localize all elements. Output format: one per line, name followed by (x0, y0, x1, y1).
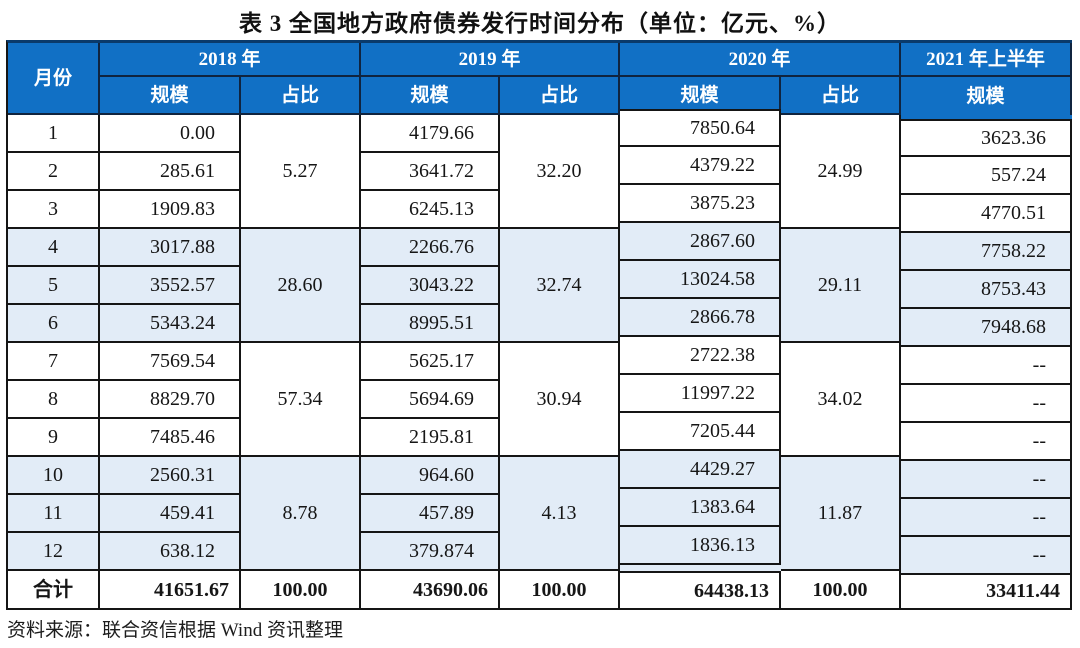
scale-2018-cell: 285.61 (100, 153, 241, 191)
share-2019-cell: 30.94 (500, 343, 620, 457)
scale-2018-cell: 0.00 (100, 115, 241, 153)
scale-2020-cell: 7850.64 (620, 109, 781, 147)
scale-2019-cell: 964.60 (361, 457, 500, 495)
scale-2019-cell: 2195.81 (361, 419, 500, 457)
share-2019-cell: 32.20 (500, 115, 620, 229)
month-column-header: 月份 (8, 43, 100, 115)
year-header-2018: 2018 年 (100, 43, 361, 77)
bond-table: 月份 2018 年 2019 年 2020 年 2021 年上半年 规模 占比 … (6, 40, 1072, 610)
scale-2019-cell: 5625.17 (361, 343, 500, 381)
month-cell: 6 (8, 305, 100, 343)
scale-2019-cell: 379.874 (361, 533, 500, 571)
scale-2020-cell: 1836.13 (620, 527, 781, 565)
scale-2021-cell: -- (901, 499, 1072, 537)
scale-2020-cell: 4429.27 (620, 451, 781, 489)
scale-2021-cell: -- (901, 347, 1072, 385)
scale-2020-cell: 2722.38 (620, 337, 781, 375)
month-cell: 2 (8, 153, 100, 191)
scale-2021-cell: -- (901, 385, 1072, 423)
scale-2020-cell: 2866.78 (620, 299, 781, 337)
sub-header-share-2020: 占比 (781, 77, 901, 115)
month-cell: 11 (8, 495, 100, 533)
scale-2021-cell: 8753.43 (901, 271, 1072, 309)
scale-2018-cell: 7485.46 (100, 419, 241, 457)
scale-2021-cell: -- (901, 423, 1072, 461)
share-2019-cell: 32.74 (500, 229, 620, 343)
total-scale-2020-cell: 64438.13 (620, 571, 781, 610)
total-share-2018-cell: 100.00 (241, 571, 361, 610)
scale-2018-cell: 5343.24 (100, 305, 241, 343)
scale-2019-cell: 2266.76 (361, 229, 500, 267)
scale-2020-cell: 4379.22 (620, 147, 781, 185)
month-cell: 1 (8, 115, 100, 153)
scale-2019-cell: 4179.66 (361, 115, 500, 153)
scale-2018-cell: 459.41 (100, 495, 241, 533)
scale-2020-cell: 7205.44 (620, 413, 781, 451)
scale-2021-cell: 4770.51 (901, 195, 1072, 233)
scale-2019-cell: 457.89 (361, 495, 500, 533)
month-cell: 9 (8, 419, 100, 457)
month-cell: 3 (8, 191, 100, 229)
share-2018-cell: 28.60 (241, 229, 361, 343)
scale-2018-cell: 7569.54 (100, 343, 241, 381)
scale-2018-cell: 3552.57 (100, 267, 241, 305)
scale-2018-cell: 2560.31 (100, 457, 241, 495)
share-2018-cell: 57.34 (241, 343, 361, 457)
year-header-2020: 2020 年 (620, 43, 901, 77)
scale-2020-cell: 2867.60 (620, 223, 781, 261)
scale-2019-cell: 6245.13 (361, 191, 500, 229)
scale-2018-cell: 8829.70 (100, 381, 241, 419)
scale-2021-cell: 557.24 (901, 157, 1072, 195)
scale-2021-cell: -- (901, 461, 1072, 499)
scale-2021-cell: 3623.36 (901, 119, 1072, 157)
sub-header-scale-2021: 规模 (901, 77, 1072, 115)
sub-header-share-2018: 占比 (241, 77, 361, 115)
scale-2020-cell: 13024.58 (620, 261, 781, 299)
month-cell: 7 (8, 343, 100, 381)
scale-2018-cell: 3017.88 (100, 229, 241, 267)
sub-header-share-2019: 占比 (500, 77, 620, 115)
source-note: 资料来源：联合资信根据 Wind 资讯整理 (7, 620, 343, 641)
sub-header-scale-2019: 规模 (361, 77, 500, 115)
share-2018-cell: 5.27 (241, 115, 361, 229)
month-cell: 4 (8, 229, 100, 267)
total-share-2019-cell: 100.00 (500, 571, 620, 610)
scale-2018-cell: 638.12 (100, 533, 241, 571)
total-scale-2021-cell: 33411.44 (901, 571, 1072, 610)
scale-2021-cell: -- (901, 537, 1072, 575)
scale-2019-cell: 3641.72 (361, 153, 500, 191)
total-scale-2018-cell: 41651.67 (100, 571, 241, 610)
scale-2019-cell: 5694.69 (361, 381, 500, 419)
month-cell: 5 (8, 267, 100, 305)
share-2020-cell: 11.87 (781, 457, 901, 571)
scale-2020-cell: 11997.22 (620, 375, 781, 413)
scale-2019-cell: 8995.51 (361, 305, 500, 343)
table-title: 表 3 全国地方政府债券发行时间分布（单位：亿元、%） (239, 11, 841, 36)
scale-2018-cell: 1909.83 (100, 191, 241, 229)
total-label-cell: 合计 (8, 571, 100, 610)
total-share-2020-cell: 100.00 (781, 571, 901, 610)
total-scale-2019-cell: 43690.06 (361, 571, 500, 610)
month-cell: 8 (8, 381, 100, 419)
sub-header-scale-2018: 规模 (100, 77, 241, 115)
year-header-2021h1: 2021 年上半年 (901, 43, 1072, 77)
scale-2021-cell: 7948.68 (901, 309, 1072, 347)
scale-2019-cell: 3043.22 (361, 267, 500, 305)
share-2020-cell: 29.11 (781, 229, 901, 343)
year-header-2019: 2019 年 (361, 43, 620, 77)
share-2018-cell: 8.78 (241, 457, 361, 571)
share-2020-cell: 24.99 (781, 115, 901, 229)
scale-2020-cell: 1383.64 (620, 489, 781, 527)
share-2019-cell: 4.13 (500, 457, 620, 571)
scale-2021-cell: 7758.22 (901, 233, 1072, 271)
share-2020-cell: 34.02 (781, 343, 901, 457)
scale-2020-cell: 3875.23 (620, 185, 781, 223)
month-cell: 10 (8, 457, 100, 495)
month-cell: 12 (8, 533, 100, 571)
